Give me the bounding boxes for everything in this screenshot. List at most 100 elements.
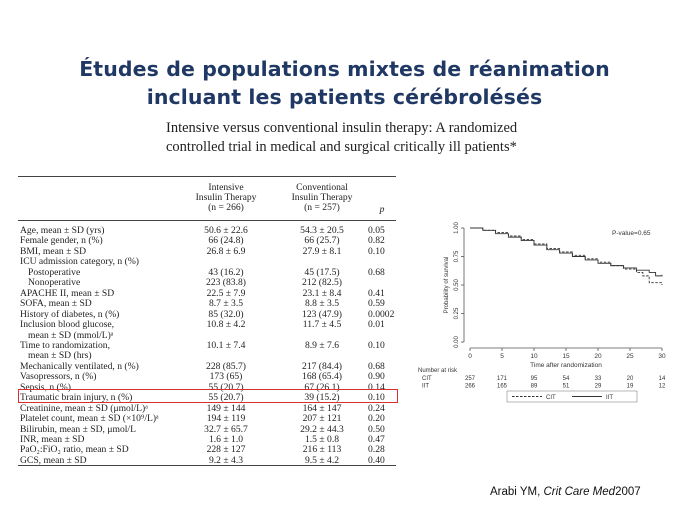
table-cell-label: Creatinine, mean ± SD (μmol/L)ᵃ (20, 402, 148, 414)
table-cell-p: 0.05 (368, 225, 385, 236)
table-cell-cit: 1.5 ± 0.8 (304, 434, 340, 445)
table-cell-cit: 207 ± 121 (302, 413, 342, 425)
table-cell-cit: 27.9 ± 8.1 (302, 245, 342, 257)
table-cell-label: Time to randomization, (20, 339, 110, 351)
table-cell-label: Bilirubin, mean ± SD, μmol/L (20, 423, 136, 435)
table-cell-p: 0.14 (368, 381, 385, 393)
citation-journal: Crit Care Med (543, 486, 616, 498)
table-cell-p: 0.40 (368, 454, 385, 466)
article-title-line1: Intensive versus conventional insulin th… (166, 120, 518, 136)
km-risk-group: IIT (422, 384, 429, 390)
km-risk-count: 14 (659, 376, 666, 382)
header-cit-line1: Conventional (296, 182, 348, 193)
km-legend-iit: IIT (606, 395, 613, 401)
table-cell-iit: 55 (20.7) (208, 392, 244, 404)
table-cell-cit: 168 (65.4) (302, 371, 342, 383)
table-cell-cit: 11.7 ± 4.5 (302, 319, 342, 331)
table-cell-p: 0.59 (368, 298, 385, 310)
table-cell-label: ICU admission category, n (%) (20, 256, 140, 268)
table-cell-iit: 50.6 ± 22.6 (204, 225, 248, 236)
table-cell-iit: 85 (32.0) (208, 308, 244, 320)
table-cell-iit: 8.7 ± 3.5 (208, 298, 244, 310)
km-risk-count: 165 (497, 384, 508, 390)
table-cell-cit: 216 ± 113 (302, 444, 342, 456)
km-labels: 0.00 0.25 0.50 0.75 1.00 0 5 10 15 20 25 30 Time aft… (418, 222, 666, 401)
table-cell-p: 0.68 (368, 360, 385, 372)
km-x-tick-label: 30 (658, 353, 666, 360)
table-cell-iit: 55 (20.7) (208, 381, 244, 393)
table-bottom-rule (18, 465, 396, 466)
table-cell-cit: 217 (84.4) (302, 360, 342, 372)
km-x-tick-label: 15 (562, 353, 570, 360)
header-iit: Intensive Insulin Therapy (n = 266) (188, 183, 264, 213)
table-cell-iit: 10.8 ± 4.2 (206, 319, 246, 331)
baseline-characteristics-table: Intensive Insulin Therapy (n = 266) Conv… (18, 176, 398, 466)
km-y-tick-label: 0.00 (454, 336, 460, 348)
table-cell-iit: 228 (85.7) (206, 360, 246, 372)
km-risk-count: 257 (465, 376, 476, 382)
km-risk-count: 20 (627, 376, 634, 382)
table-cell-iit: 22.5 ± 7.9 (206, 287, 246, 299)
km-y-axis-label: Probability of survival (444, 257, 450, 314)
table-cell-label: Mechanically ventilated, n (%) (20, 360, 139, 372)
header-p: p (379, 204, 385, 215)
km-x-tick-label: 5 (500, 353, 504, 360)
table-cell-p: 0.20 (368, 413, 385, 425)
header-iit-line2: Insulin Therapy (195, 192, 257, 203)
km-risk-count: 29 (595, 384, 602, 390)
table-cell-cit: 8.8 ± 3.5 (304, 298, 340, 310)
table-cell-iit: 9.2 ± 4.3 (208, 454, 244, 466)
table-cell-label: Inclusion blood glucose, (20, 319, 115, 331)
article-title-line2: controlled trial in medical and surgical… (166, 139, 517, 155)
table-cell-label: Age, mean ± SD (yrs) (20, 225, 105, 236)
km-risk-count: 266 (465, 384, 476, 390)
km-y-tick-label: 0.25 (454, 307, 460, 319)
table-cell-label: Postoperative (28, 266, 81, 278)
km-curve-cit (470, 227, 663, 285)
table-cell-iit: 66 (24.8) (208, 235, 244, 247)
table-cell-cit: 45 (17.5) (304, 266, 340, 278)
km-risk-count: 19 (627, 384, 634, 390)
citation-author: Arabi YM, (490, 486, 544, 498)
slide-title-line2: incluant les patients cérébrolésés (146, 85, 543, 109)
table-cell-p: 0.82 (368, 235, 385, 247)
table-cell-label: Vasopressors, n (%) (20, 371, 97, 383)
kaplan-meier-plot: 0.00 0.25 0.50 0.75 1.00 0 5 10 15 20 25 30 Time aft… (418, 222, 666, 403)
km-y-tick-label: 0.75 (454, 250, 460, 262)
km-axes (461, 227, 663, 403)
km-risk-count: 89 (531, 384, 538, 390)
km-x-tick-label: 25 (626, 353, 634, 360)
table-cell-cit: 9.5 ± 4.2 (304, 454, 340, 466)
table-cell-label: mean ± SD (mmol/L)ᵃ (28, 329, 114, 341)
table-cell-cit: 212 (82.5) (302, 277, 342, 289)
header-iit-line1: Intensive (208, 182, 244, 193)
table-cell-p: 0.10 (368, 392, 385, 404)
km-risk-count: 171 (497, 376, 508, 382)
table-cell-cit: 123 (47.9) (302, 308, 342, 320)
header-cit: Conventional Insulin Therapy (n = 257) (280, 183, 364, 213)
km-x-axis-label: Time after randomization (530, 362, 602, 369)
table-cell-label: SOFA, mean ± SD (20, 298, 92, 310)
table-cell-p: 0.41 (368, 287, 385, 299)
km-risk-count: 54 (563, 376, 570, 382)
table-cell-cit: 39 (15.2) (304, 392, 340, 404)
table-cell-iit: 1.6 ± 1.0 (208, 434, 244, 445)
table-cell-label: PaO₂:FiO₂ ratio, mean ± SD (20, 444, 129, 456)
table-cell-iit: 32.7 ± 65.7 (204, 423, 248, 435)
km-pvalue: P-value=0.65 (612, 230, 651, 237)
table-cell-iit: 26.8 ± 6.9 (206, 245, 246, 257)
table-cell-iit: 173 (65) (209, 371, 243, 383)
table-cell-cit: 23.1 ± 8.4 (302, 287, 342, 299)
km-x-tick-label: 10 (530, 353, 538, 360)
table-cell-label: History of diabetes, n (%) (20, 308, 120, 320)
km-risk-count: 33 (595, 376, 602, 382)
table-cell-label: Nonoperative (28, 277, 81, 289)
table-cell-iit: 223 (83.8) (206, 277, 246, 289)
citation-year: 2007 (615, 486, 641, 498)
km-curves (470, 227, 663, 285)
table-cell-p: 0.10 (368, 339, 385, 351)
citation: Arabi YM, Crit Care Med2007 (490, 486, 641, 498)
header-cit-line2: Insulin Therapy (291, 192, 353, 203)
table-cell-cit: 54.3 ± 20.5 (300, 225, 344, 236)
table-cell-iit: 194 ± 119 (206, 413, 246, 425)
